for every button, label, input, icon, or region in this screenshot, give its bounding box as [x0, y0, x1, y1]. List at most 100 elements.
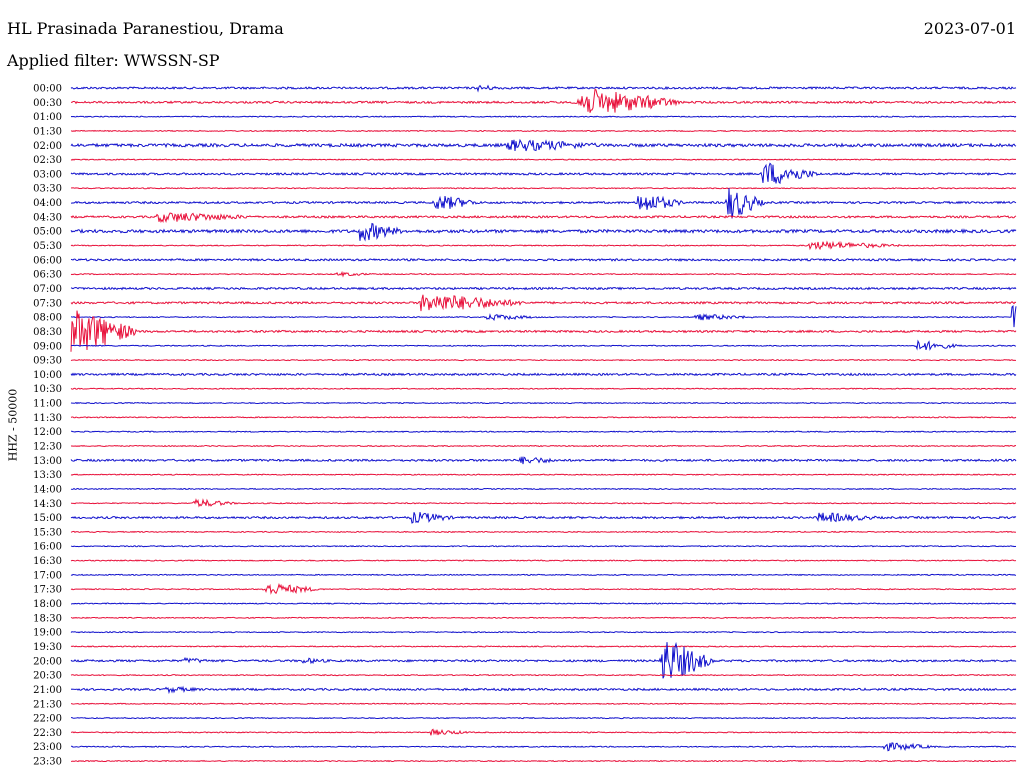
- trace-row-0500: [70, 222, 1017, 242]
- row-time-label: 03:30: [33, 184, 62, 195]
- row-time-label: 15:30: [33, 527, 62, 538]
- row-time-label: 13:30: [33, 470, 62, 481]
- row-time-label: 12:30: [33, 442, 62, 453]
- row-time-label: 05:30: [33, 241, 62, 252]
- date-label: 2023-07-01: [923, 19, 1016, 38]
- trace-row-1330: [70, 473, 1017, 476]
- row-time-label: 01:00: [33, 112, 62, 123]
- trace-row-0130: [70, 129, 1017, 133]
- row-time-label: 17:00: [33, 570, 62, 581]
- trace-row-0430: [70, 212, 1017, 224]
- trace-row-1130: [70, 416, 1017, 419]
- trace-row-0200: [70, 138, 1017, 152]
- trace-row-1530: [70, 530, 1017, 534]
- row-time-label: 10:00: [33, 370, 62, 381]
- trace-row-0230: [70, 158, 1017, 161]
- row-time-label: 19:00: [33, 628, 62, 639]
- trace-row-0830: [70, 310, 1017, 352]
- row-time-label: 21:00: [33, 685, 62, 696]
- row-time-label: 16:30: [33, 556, 62, 567]
- trace-row-1730: [70, 582, 1017, 595]
- trace-row-2330: [70, 759, 1017, 763]
- trace-row-1930: [70, 645, 1017, 648]
- trace-row-0900: [70, 339, 1017, 351]
- row-time-label: 22:00: [33, 714, 62, 725]
- trace-row-1500: [70, 512, 1017, 524]
- trace-row-2030: [70, 673, 1017, 677]
- trace-row-0030: [70, 88, 1017, 113]
- trace-row-0000: [70, 84, 1017, 93]
- row-time-label: 00:00: [33, 84, 62, 95]
- row-time-label: 03:00: [33, 169, 62, 180]
- row-time-label: 22:30: [33, 728, 62, 739]
- trace-row-2000: [70, 641, 1017, 679]
- trace-row-0600: [70, 257, 1017, 262]
- row-time-label: 21:30: [33, 699, 62, 710]
- row-time-label: 20:30: [33, 671, 62, 682]
- trace-row-1000: [70, 372, 1017, 377]
- trace-row-1230: [70, 444, 1017, 448]
- trace-row-1400: [70, 487, 1017, 491]
- row-time-label: 00:30: [33, 98, 62, 109]
- row-time-label: 07:00: [33, 284, 62, 295]
- row-time-label: 10:30: [33, 384, 62, 395]
- trace-row-1030: [70, 387, 1017, 390]
- row-time-label: 09:30: [33, 356, 62, 367]
- trace-row-1630: [70, 559, 1017, 562]
- row-time-label: 19:30: [33, 642, 62, 653]
- row-time-label: 04:30: [33, 212, 62, 223]
- row-time-label: 05:00: [33, 227, 62, 238]
- trace-row-0630: [70, 270, 1017, 278]
- trace-row-2130: [70, 702, 1017, 705]
- filter-label: Applied filter: WWSSN-SP: [7, 51, 220, 70]
- row-time-label: 01:30: [33, 126, 62, 137]
- row-time-label: 02:30: [33, 155, 62, 166]
- row-time-label: 14:30: [33, 499, 62, 510]
- row-time-label: 07:30: [33, 298, 62, 309]
- trace-row-0530: [70, 240, 1017, 251]
- trace-row-2300: [70, 742, 1017, 752]
- trace-row-0330: [70, 187, 1017, 190]
- trace-row-0800: [70, 305, 1017, 328]
- trace-row-1100: [70, 401, 1017, 405]
- row-time-label: 09:00: [33, 341, 62, 352]
- trace-row-1300: [70, 456, 1017, 465]
- trace-row-2230: [70, 728, 1017, 736]
- row-time-label: 08:00: [33, 313, 62, 324]
- trace-row-0700: [70, 286, 1017, 291]
- row-time-label: 08:30: [33, 327, 62, 338]
- row-time-label: 02:00: [33, 141, 62, 152]
- trace-row-0930: [70, 358, 1017, 362]
- trace-row-0730: [70, 294, 1017, 312]
- trace-row-2100: [70, 685, 1017, 695]
- row-time-label: 16:00: [33, 542, 62, 553]
- row-time-label: 06:00: [33, 255, 62, 266]
- trace-row-1200: [70, 430, 1017, 433]
- row-time-label: 18:00: [33, 599, 62, 610]
- trace-row-0300: [70, 162, 1017, 185]
- trace-row-1600: [70, 545, 1017, 548]
- row-time-label: 04:00: [33, 198, 62, 209]
- row-time-label: 11:00: [33, 399, 62, 410]
- row-time-label: 23:30: [33, 757, 62, 768]
- station-title: HL Prasinada Paranestiou, Drama: [7, 19, 284, 38]
- row-time-label: 17:30: [33, 585, 62, 596]
- trace-row-2200: [70, 716, 1016, 720]
- row-time-label: 20:00: [33, 656, 62, 667]
- trace-row-1830: [70, 616, 1017, 619]
- row-time-label: 06:30: [33, 270, 62, 281]
- row-time-label: 13:00: [33, 456, 62, 467]
- row-time-label: 23:00: [33, 742, 62, 753]
- trace-row-1700: [70, 573, 1017, 577]
- trace-row-0400: [71, 188, 1017, 219]
- row-time-label: 18:30: [33, 613, 62, 624]
- trace-row-1430: [70, 498, 1017, 508]
- row-time-label: 11:30: [33, 413, 62, 424]
- trace-row-1900: [70, 631, 1017, 634]
- row-time-label: 14:00: [33, 484, 62, 495]
- row-time-label: 15:00: [33, 513, 62, 524]
- trace-row-0100: [70, 115, 1017, 118]
- row-time-label: 12:00: [33, 427, 62, 438]
- trace-row-1800: [70, 602, 1017, 605]
